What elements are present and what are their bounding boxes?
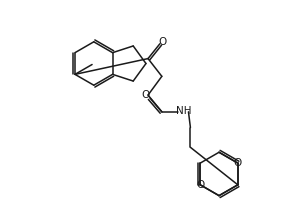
Text: NH: NH [176, 106, 191, 116]
Text: O: O [234, 158, 242, 168]
Text: O: O [196, 180, 204, 190]
Text: O: O [141, 90, 149, 100]
Text: O: O [159, 37, 167, 47]
